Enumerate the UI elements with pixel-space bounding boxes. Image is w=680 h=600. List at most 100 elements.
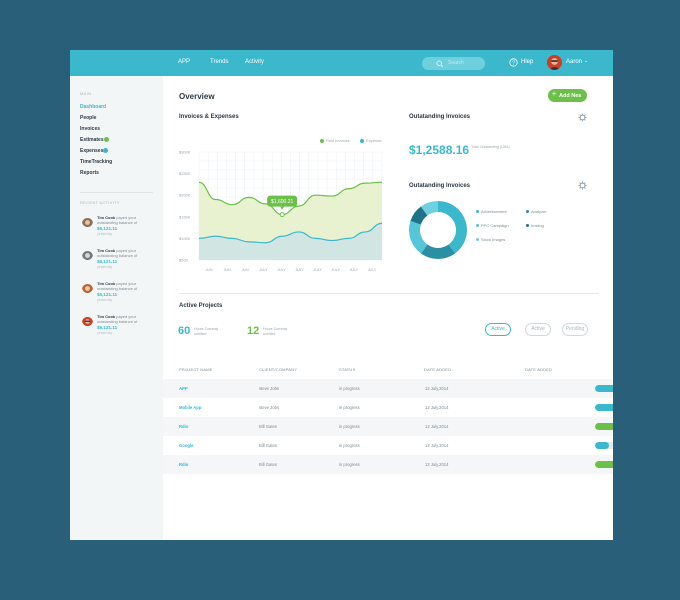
donut-legend-ppc: PPC Campaign [476, 223, 509, 228]
outstanding-title-1: Outatanding Invoices [409, 114, 471, 120]
activity-item[interactable]: Tim Cook payed your outstanding balance … [80, 314, 155, 344]
x-tick-label: JUN [242, 268, 249, 272]
client-name: Bill Gates [259, 443, 277, 448]
activity-item[interactable]: Tim Cook payed your outstanding balance … [80, 248, 155, 278]
activity-name: Tim Cook [97, 215, 116, 220]
sidebar-item-expenses[interactable]: Expenses [80, 148, 104, 154]
search-icon [436, 60, 444, 68]
sidebar-heading-main: MAIN [80, 91, 92, 96]
column-header-date[interactable]: DATE ADDED [424, 367, 452, 372]
donut-slice [420, 201, 438, 216]
column-header-client[interactable]: CLIENT/COMPANY [259, 367, 298, 372]
chevron-down-icon[interactable]: ⌄ [584, 58, 589, 64]
stat-unbilled-value: 12 [247, 325, 260, 337]
user-name[interactable]: Aaron [566, 59, 583, 65]
donut-slice [410, 206, 428, 225]
page-title: Overview [179, 92, 215, 101]
x-tick-label: JULY [313, 268, 322, 272]
invoices-expenses-title: Invoices & Expenses [179, 114, 239, 120]
series-area [199, 223, 382, 260]
add-new-button[interactable]: + Add Nes [548, 89, 587, 102]
sidebar-item-timetracking[interactable]: TimeTracking [80, 159, 113, 165]
x-tick-label: JULY [368, 268, 377, 272]
legend-dot [320, 138, 324, 143]
filter-active[interactable]: Active [485, 323, 511, 336]
search-input[interactable]: Search [422, 57, 485, 70]
x-tick-label: JUN [206, 268, 213, 272]
callout-box [267, 195, 298, 207]
donut-legend-stock: Stock Images [476, 237, 505, 242]
status: in progress [339, 386, 360, 391]
date-added: 12 July,2014 [425, 424, 449, 429]
date-added: 12 July,2014 [425, 462, 449, 467]
callout-point [279, 212, 285, 218]
sidebar-item-dashboard[interactable]: Dashboard [80, 104, 107, 110]
x-tick-label: JULY [350, 268, 359, 272]
callout-pointer [280, 206, 285, 210]
nav-trends[interactable]: Trends [210, 59, 229, 65]
y-tick-label: $1000 [179, 236, 191, 241]
y-tick-label: $1500 [179, 214, 191, 219]
donut-slice [409, 221, 428, 254]
progress-fill [595, 404, 613, 411]
gear-icon[interactable] [578, 113, 587, 122]
sidebar-item-reports[interactable]: Reports [80, 170, 99, 176]
sidebar-heading-activity: RECENT ACTIVITY [80, 200, 120, 205]
table-row[interactable]: Rdio Bill Gates in progress 12 July,2014 [163, 417, 613, 436]
activity-time: yesterday [97, 331, 113, 335]
nav-app[interactable]: APP [178, 59, 191, 65]
date-added: 12 July,2014 [425, 386, 449, 391]
project-name[interactable]: Rdio [179, 424, 189, 429]
table-row[interactable]: Google Bill Gates in progress 12 July,20… [163, 436, 613, 455]
sidebar-item-invoices[interactable]: Invoices [80, 126, 101, 132]
activity-name: Tim Cook [97, 314, 116, 319]
activity-name: Tim Cook [97, 248, 116, 253]
donut-chart [409, 201, 467, 259]
project-name[interactable]: Google [179, 443, 194, 448]
project-name[interactable]: Mobile App [179, 405, 202, 410]
outstanding-title-2: Outatanding Invoices [409, 183, 471, 189]
client-name: Bill Gates [259, 424, 277, 429]
date-added: 12 July,2014 [425, 443, 449, 448]
nav-activity[interactable]: Activity [245, 59, 265, 65]
project-name[interactable]: APP [179, 386, 188, 391]
gear-icon[interactable] [578, 181, 587, 190]
activity-item[interactable]: Tim Cook payed your outstanding balance … [80, 215, 155, 245]
sidebar-item-people[interactable]: People [80, 115, 97, 121]
column-header-status[interactable]: STATUS [339, 367, 356, 372]
client-name: steve Jobs [259, 386, 280, 391]
add-new-label: Add Nes [559, 92, 582, 99]
table-row[interactable]: Rdio Bill Gates in progress 12 July,2014 [163, 455, 613, 474]
progress-fill [595, 461, 613, 468]
column-header-project[interactable]: PROJECT NAME [179, 367, 213, 372]
activity-text: payed your outstanding balance of [97, 314, 138, 325]
series-line [198, 222, 383, 244]
help-circle-icon: ? [509, 58, 518, 67]
legend-label: Paid Invoices [326, 138, 350, 143]
activity-item[interactable]: Tim Cook payed your outstanding balance … [80, 281, 155, 311]
section-divider [179, 293, 599, 294]
sidebar-item-estimates[interactable]: Estimates [80, 137, 104, 143]
project-name[interactable]: Rdio [179, 462, 189, 467]
date-added: 12 July,2014 [425, 405, 449, 410]
stat-unbilled-label: Hours Currenly unbilled [263, 327, 288, 336]
column-header-progress[interactable]: DATE ADDED [525, 367, 553, 372]
avatar [82, 282, 93, 293]
user-avatar[interactable] [547, 55, 562, 70]
progress-bar [595, 442, 613, 449]
x-tick-label: JULY [259, 268, 268, 272]
help-label: Hlep [521, 59, 534, 65]
activity-amount: $5,121.11 [97, 259, 118, 264]
donut-legend-advertisement: Advertisement [476, 209, 507, 214]
filter-pending[interactable]: Pending [562, 323, 588, 336]
legend-paid-invoices: Paid Invoices [320, 138, 350, 143]
table-row[interactable]: APP steve Jobs in progress 12 July,2014 [163, 379, 613, 398]
filter-active-2[interactable]: Active [525, 323, 551, 336]
legend-dot [360, 138, 364, 143]
activity-text: payed your outstanding balance of [97, 281, 138, 292]
stat-unbilled-value: 60 [178, 325, 191, 337]
table-row[interactable]: Mobile App steve Jobs in progress 12 Jul… [163, 398, 613, 417]
outstanding-amount: $1,2588.16 [409, 143, 470, 157]
x-tick-label: JULY [332, 268, 341, 272]
progress-fill [595, 423, 613, 430]
